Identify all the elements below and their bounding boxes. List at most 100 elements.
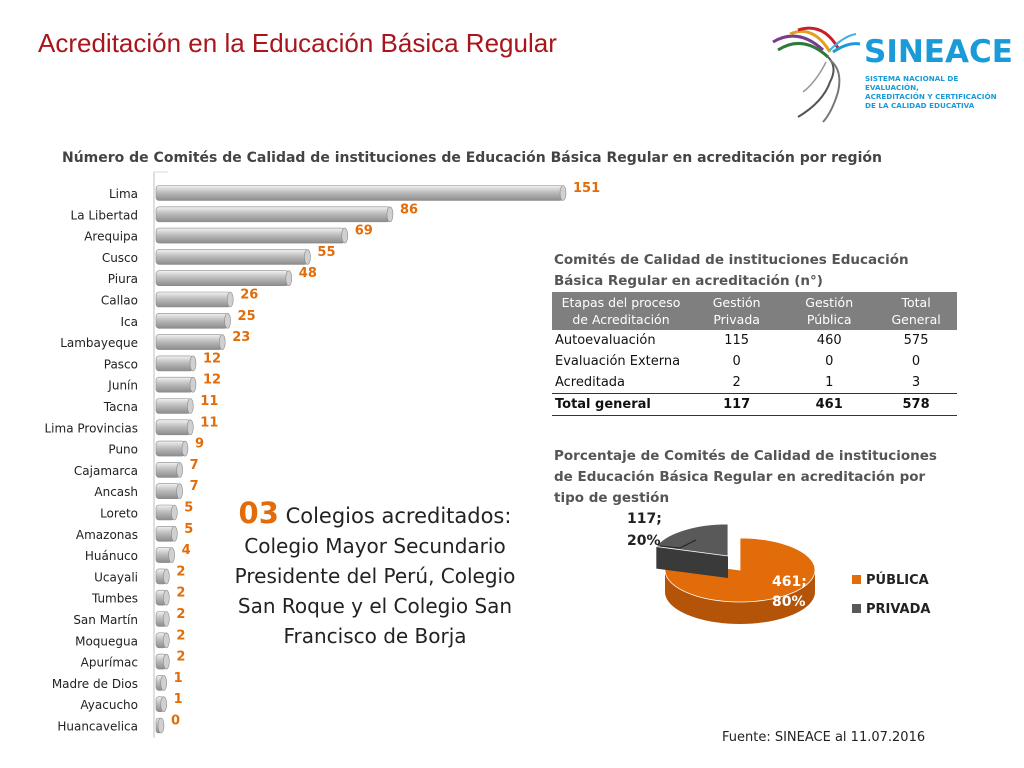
management-pie-chart: 461; 80% 117; 20% PÚBLICA PRIVADA [627, 511, 930, 624]
bar-category-label: Piura [108, 272, 138, 286]
bar [155, 398, 191, 414]
bar-category-label: Loreto [100, 507, 138, 521]
bar-cap [559, 185, 567, 201]
slide-title: Acreditación en la Educación Básica Regu… [38, 28, 557, 58]
table-cell: 117 [690, 393, 784, 416]
bar-category-label: Lima [109, 187, 138, 201]
bar-cap [226, 291, 234, 308]
bar-cap [186, 398, 194, 414]
pie-slice-side-publica [665, 570, 815, 624]
bar-value-label: 2 [176, 650, 185, 665]
pie-percent-publica: 80% [772, 594, 806, 610]
bar-value-label: 5 [184, 501, 193, 516]
bar-cap [157, 717, 165, 734]
table-row: Acreditada 2 1 3 [552, 372, 957, 394]
bar-category-label: Amazonas [76, 528, 138, 542]
table-cell: 461 [783, 393, 876, 416]
bar-category-label: La Libertad [71, 208, 138, 222]
table-cell: Autoevaluación [555, 333, 656, 348]
bar-cap [163, 611, 170, 627]
bar-value-label: 2 [176, 628, 185, 643]
pie-slice-side-privada [656, 546, 728, 578]
bar-value-label: 2 [176, 586, 185, 601]
pie-percent-privada: 20% [627, 533, 661, 549]
pie-legend-swatch [852, 575, 861, 584]
bar-category-label: Moquegua [75, 634, 138, 648]
accredited-callout: 03 Colegios acreditados: Colegio Mayor S… [222, 498, 528, 651]
bar [155, 462, 180, 478]
logo-subtitle-line: DE LA CALIDAD EDUCATIVA [865, 101, 975, 110]
bar-category-label: Cajamarca [74, 464, 138, 478]
table-cell: 575 [903, 333, 929, 348]
bar-value-label: 1 [174, 671, 183, 686]
callout-line: Colegio Mayor Secundario [244, 534, 506, 558]
bar-value-label: 2 [176, 564, 185, 579]
bar-category-label: Pasco [104, 357, 138, 371]
bar-value-label: 48 [299, 266, 317, 281]
bar-value-label: 1 [174, 692, 183, 707]
bar-value-label: 11 [200, 415, 218, 430]
bar-cap [176, 483, 183, 500]
bar [155, 419, 191, 436]
bar-category-label: Arequipa [84, 230, 138, 244]
table-row: Evaluación Externa 0 0 0 [552, 351, 957, 372]
bar-category-label: San Martín [73, 613, 138, 627]
bar-value-label: 7 [190, 458, 199, 473]
bar-cap [218, 334, 226, 350]
bar-cap [341, 227, 348, 244]
table-cell: 1 [825, 375, 834, 390]
bar [155, 313, 228, 329]
bar-cap [176, 462, 183, 478]
pie-chart-title: Porcentaje de Comités de Calidad de inst… [554, 448, 937, 506]
bar-value-label: 7 [190, 479, 199, 494]
sineace-logo: SINEACE SISTEMA NACIONAL DE EVALUACIÓN, … [768, 22, 1013, 132]
logo-subtitle-line: ACREDITACIÓN Y CERTIFICACIÓN [865, 92, 997, 101]
table-header-row: Etapas del proceso de Acreditación Gesti… [552, 292, 957, 330]
callout-lead: Colegios acreditados: [278, 504, 512, 528]
table-header: Total General [875, 292, 957, 330]
bar-cap [168, 547, 175, 563]
table-header: Gestión Pública [783, 292, 876, 330]
pie-private-group [655, 523, 729, 578]
bar-cap [163, 653, 170, 670]
pie-legend-swatch [852, 604, 861, 613]
bar-cap [163, 568, 170, 585]
bar-category-label: Huancavelica [57, 720, 138, 734]
bar-category-label: Puno [108, 443, 138, 457]
bar-category-label: Ancash [94, 485, 138, 499]
table-title: Comités de Calidad de instituciones Educ… [554, 252, 909, 289]
table-cell: Total general [552, 393, 690, 416]
bar-value-label: 55 [317, 245, 335, 260]
bar-category-label: Ucayali [94, 570, 138, 584]
callout-line: San Roque y el Colegio San [237, 594, 513, 618]
bar [155, 334, 223, 350]
logo-name: SINEACE [864, 34, 1013, 70]
source-note: Fuente: SINEACE al 11.07.2016 [722, 730, 926, 745]
bar-category-label: Tumbes [91, 592, 138, 606]
bar [155, 376, 194, 393]
bar-value-label: 12 [203, 351, 221, 366]
table-cell: 0 [732, 354, 741, 369]
table-cell: 115 [724, 333, 750, 348]
bar-cap [171, 504, 178, 521]
bar-value-label: 2 [176, 607, 185, 622]
bar-cap [285, 270, 293, 286]
bar-category-label: Callao [101, 294, 138, 308]
bar-category-label: Lima Provincias [45, 421, 139, 435]
bar-value-label: 5 [184, 522, 193, 537]
bar-value-label: 12 [203, 373, 221, 388]
bar-category-label: Lambayeque [60, 336, 138, 350]
bar-category-label: Ayacucho [80, 698, 138, 712]
bar-category-label: Ica [121, 315, 139, 329]
bar-category-label: Apurímac [81, 656, 138, 670]
bar-cap [189, 376, 197, 393]
bar-value-label: 25 [238, 309, 256, 324]
bar [155, 291, 231, 308]
table-cell: 0 [911, 354, 921, 369]
bar [155, 355, 194, 372]
accreditation-table: Etapas del proceso de Acreditación Gesti… [552, 292, 957, 416]
logo-subtitle: SISTEMA NACIONAL DE EVALUACIÓN, ACREDITA… [865, 74, 998, 110]
bar-cap [181, 440, 189, 457]
table-cell: 578 [875, 393, 957, 416]
bar-chart-title: Número de Comités de Calidad de instituc… [62, 150, 882, 166]
